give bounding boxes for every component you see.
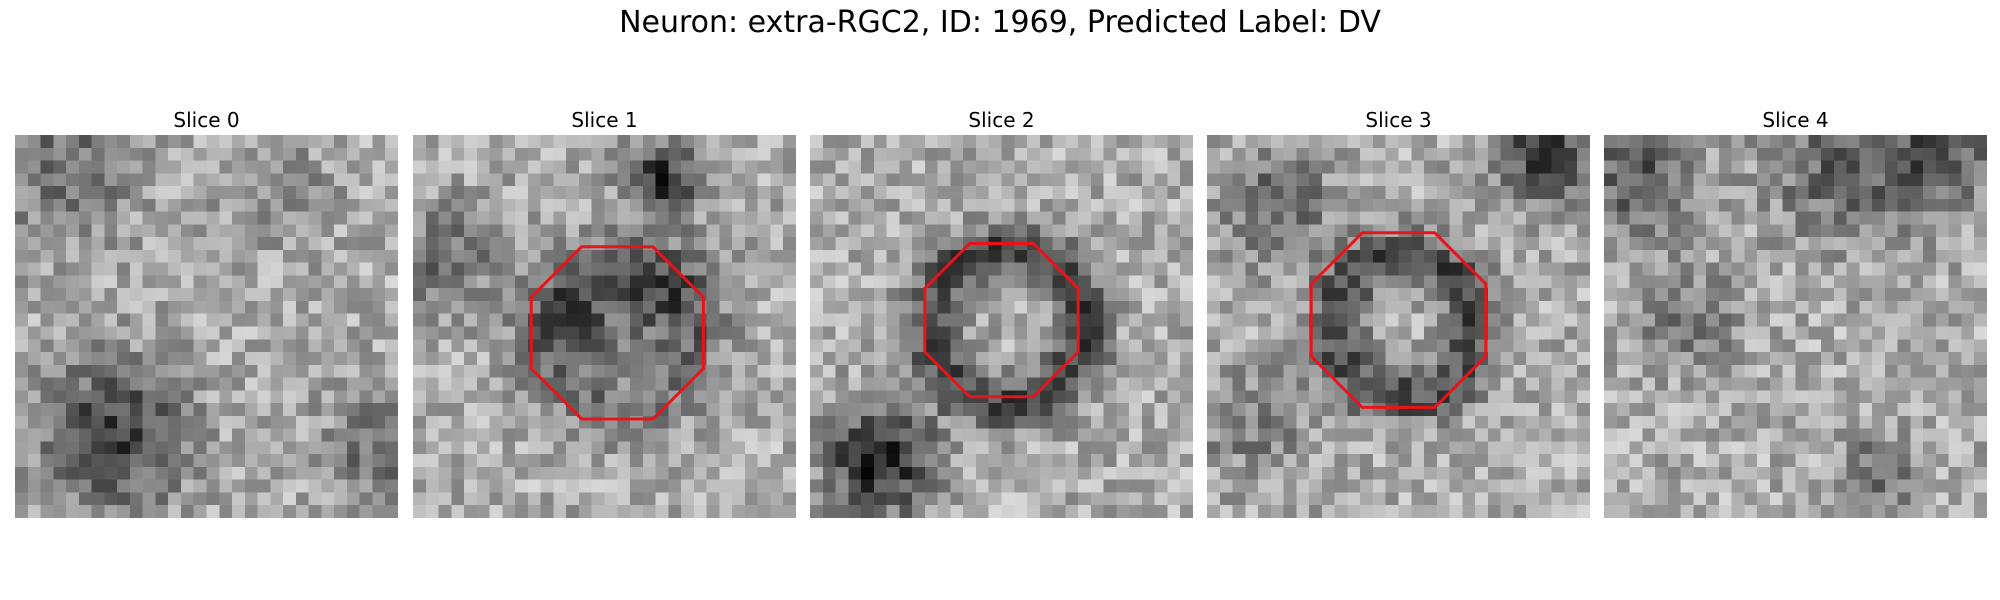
slice-panel-3: Slice 3	[1207, 108, 1590, 518]
slice-panel-2: Slice 2	[810, 108, 1193, 518]
slice-title: Slice 3	[1365, 108, 1432, 132]
grayscale-image	[1604, 135, 1987, 518]
slice-panel-1: Slice 1	[413, 108, 796, 518]
slice-title: Slice 4	[1762, 108, 1829, 132]
roi-overlay	[529, 245, 705, 421]
grayscale-image	[1207, 135, 1590, 518]
roi-overlay	[923, 242, 1080, 399]
slice-image	[413, 135, 796, 518]
slice-image	[1207, 135, 1590, 518]
roi-overlay	[1604, 135, 1987, 518]
slice-title: Slice 0	[173, 108, 240, 132]
slice-panel-0: Slice 0	[15, 108, 398, 518]
slice-image	[15, 135, 398, 518]
roi-octagon	[923, 242, 1080, 399]
grayscale-image	[15, 135, 398, 518]
slice-panel-4: Slice 4	[1604, 108, 1987, 518]
figure-title: Neuron: extra-RGC2, ID: 1969, Predicted …	[619, 5, 1381, 40]
roi-octagon	[529, 245, 705, 421]
roi-overlay	[15, 135, 398, 518]
slice-image	[810, 135, 1193, 518]
roi-overlay	[1309, 231, 1488, 409]
grayscale-image	[413, 135, 796, 518]
slice-title: Slice 1	[571, 108, 638, 132]
grayscale-image	[810, 135, 1193, 518]
roi-octagon	[1309, 231, 1488, 409]
slice-image	[1604, 135, 1987, 518]
slice-title: Slice 2	[968, 108, 1035, 132]
